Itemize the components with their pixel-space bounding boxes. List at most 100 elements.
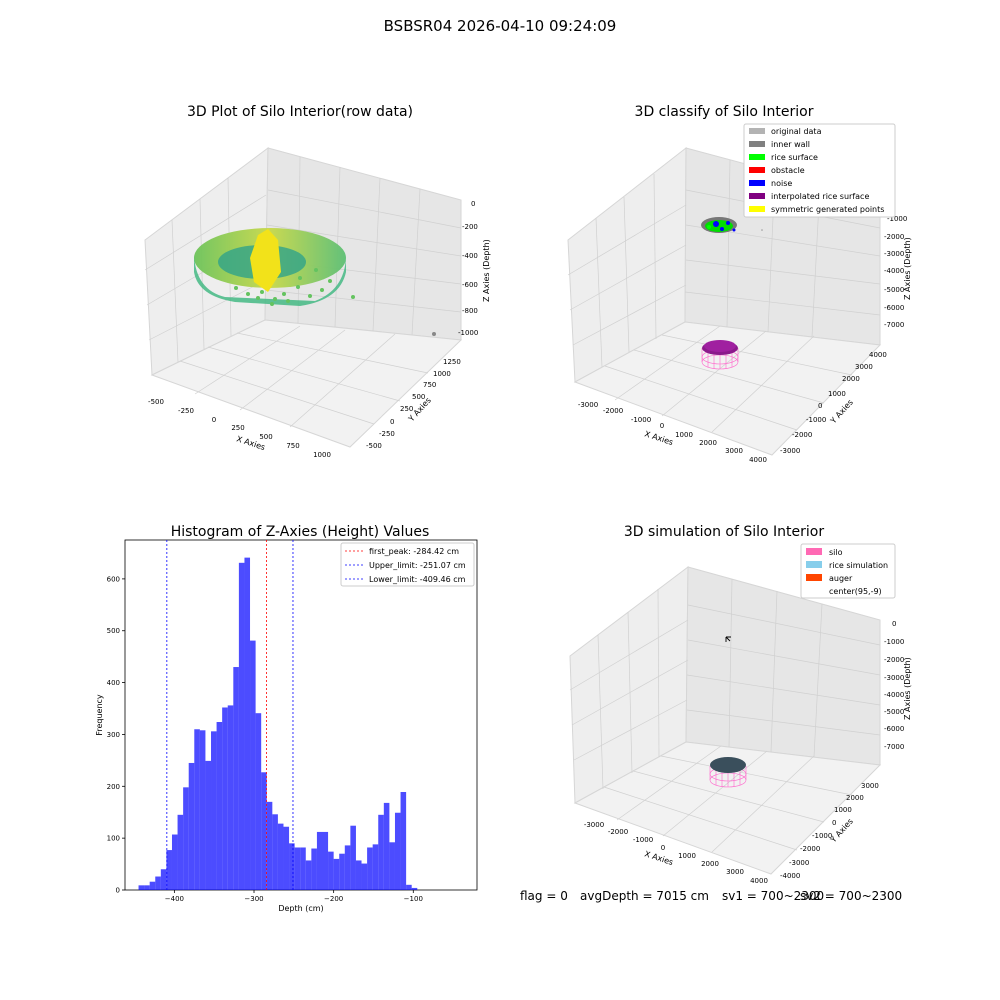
histogram-bar xyxy=(355,860,362,890)
status-avg-depth: avgDepth = 7015 cm xyxy=(580,889,709,903)
classify-y-tick: -3000 xyxy=(780,447,800,455)
classify-plot-title: 3D classify of Silo Interior xyxy=(634,104,814,120)
simulation-legend: silo rice simulation auger center(95,-9) xyxy=(800,543,896,599)
histogram-bar xyxy=(378,814,384,890)
histogram-title: Histogram of Z-Axies (Height) Values xyxy=(170,524,430,540)
histogram-bar xyxy=(149,881,156,890)
simulation-z-tick: -4000 xyxy=(884,691,904,699)
histogram-bar xyxy=(183,787,189,890)
histogram-x-tick-label: −400 xyxy=(165,895,184,903)
legend-label: original data xyxy=(771,127,822,136)
simulation-x-tick: 4000 xyxy=(750,877,768,885)
classify-z-tick: -1000 xyxy=(887,215,907,223)
legend-label: center(95,-9) xyxy=(829,587,882,596)
classify-legend-item: obstacle xyxy=(749,166,805,175)
histogram-x-tick-label: −200 xyxy=(324,895,343,903)
histogram-bar xyxy=(367,847,373,890)
simulation-y-tick: 2000 xyxy=(846,794,864,802)
histogram-y-tick-label: 600 xyxy=(107,575,120,583)
histogram-bar xyxy=(255,713,262,890)
classify-z-tick: -6000 xyxy=(884,304,904,312)
simulation-legend-item: center(95,-9) xyxy=(829,587,882,596)
histogram-bar xyxy=(177,814,184,890)
histogram-y-tick-label: 0 xyxy=(116,887,120,895)
legend-swatch xyxy=(749,128,765,134)
histogram-bar xyxy=(328,851,334,890)
raw-z-tick: -800 xyxy=(462,307,478,315)
histogram-legend-item: Upper_limit: -251.07 cm xyxy=(345,561,466,570)
histogram-bar xyxy=(272,814,278,890)
histogram-bar xyxy=(144,885,150,890)
histogram-bar xyxy=(311,848,317,890)
classify-x-tick: -1000 xyxy=(631,416,651,424)
simulation-z-tick: 0 xyxy=(892,620,896,628)
legend-label: first_peak: -284.42 cm xyxy=(369,547,459,556)
histogram-bar xyxy=(166,850,172,890)
simulation-z-tick: -7000 xyxy=(884,743,904,751)
histogram-bar xyxy=(222,707,228,890)
simulation-3d-tick-labels: -3000 -2000 -1000 0 1000 2000 3000 4000 … xyxy=(584,620,905,885)
histogram-bar xyxy=(266,801,273,890)
figure-title: BSBSR04 2026-04-10 09:24:09 xyxy=(383,17,617,35)
legend-swatch xyxy=(749,193,765,199)
classify-z-tick: -5000 xyxy=(884,286,904,294)
raw-y-tick: -250 xyxy=(379,430,395,438)
simulation-x-tick: 2000 xyxy=(701,860,719,868)
classify-y-tick: 1000 xyxy=(828,390,846,398)
simulation-z-tick: -5000 xyxy=(884,708,904,716)
classify-legend-item: interpolated rice surface xyxy=(749,192,869,201)
classify-legend: original data inner wall rice surface ob… xyxy=(743,123,896,218)
legend-label: silo xyxy=(829,548,843,557)
histogram-bar xyxy=(394,812,401,890)
raw-3d-axes xyxy=(144,146,463,448)
simulation-x-tick: 3000 xyxy=(726,868,744,876)
histogram-bar xyxy=(205,760,212,890)
histogram-bar xyxy=(250,640,256,890)
classify-y-tick: 2000 xyxy=(842,375,860,383)
status-sv2: sv2 = 700~2300 xyxy=(800,889,903,903)
legend-swatch xyxy=(806,561,822,568)
classify-legend-item: original data xyxy=(749,127,822,136)
histogram-bar xyxy=(199,730,206,890)
simulation-x-tick: -2000 xyxy=(608,828,628,836)
raw-x-tick: 250 xyxy=(231,424,244,432)
legend-label: rice simulation xyxy=(829,561,888,570)
raw-plot-title: 3D Plot of Silo Interior(row data) xyxy=(186,104,414,120)
legend-swatch xyxy=(749,206,765,212)
classify-x-tick: 1000 xyxy=(675,431,693,439)
raw-y-tick: 1000 xyxy=(433,370,451,378)
histogram-bar xyxy=(188,762,195,890)
histogram-x-ticks: −400 −300 −200 −100 xyxy=(165,890,423,903)
classify-legend-item: noise xyxy=(749,179,792,188)
simulation-plot-title: 3D simulation of Silo Interior xyxy=(623,524,825,540)
classify-y-tick: 4000 xyxy=(869,351,887,359)
histogram-bar xyxy=(261,772,267,890)
simulation-z-tick: -3000 xyxy=(884,674,904,682)
histogram-bar xyxy=(233,667,239,890)
histogram-bar xyxy=(316,831,323,890)
classify-x-tick: 4000 xyxy=(749,456,767,464)
legend-swatch xyxy=(806,574,822,581)
histogram-bar xyxy=(411,887,418,890)
raw-z-tick: -400 xyxy=(462,252,478,260)
raw-3d-tick-labels: -500 -250 0 250 500 750 1000 -500 -250 0… xyxy=(148,200,478,459)
histogram-y-tick-label: 400 xyxy=(107,679,120,687)
raw-x-tick: 500 xyxy=(259,433,272,441)
histogram-bar xyxy=(361,863,368,890)
classify-x-axis-label: X Axies xyxy=(643,429,674,447)
simulation-x-tick: 0 xyxy=(661,844,665,852)
histogram-bar xyxy=(372,844,379,890)
simulation-legend-item: rice simulation xyxy=(806,561,888,570)
status-sv1: sv1 = 700~2300 xyxy=(722,889,825,903)
histogram-bar xyxy=(350,825,356,890)
simulation-y-tick: 0 xyxy=(832,819,836,827)
histogram-bar xyxy=(277,823,284,890)
histogram-bar xyxy=(160,869,167,890)
simulation-y-tick: 3000 xyxy=(861,782,879,790)
simulation-z-axis-label: Z Axies (Depth) xyxy=(903,657,912,720)
histogram-bar xyxy=(211,731,217,890)
simulation-y-tick: -4000 xyxy=(780,872,800,880)
histogram-x-tick-label: −300 xyxy=(244,895,263,903)
histogram-y-ticks: 0 100 200 300 400 500 600 xyxy=(107,575,125,895)
classify-z-tick: -3000 xyxy=(884,250,904,258)
